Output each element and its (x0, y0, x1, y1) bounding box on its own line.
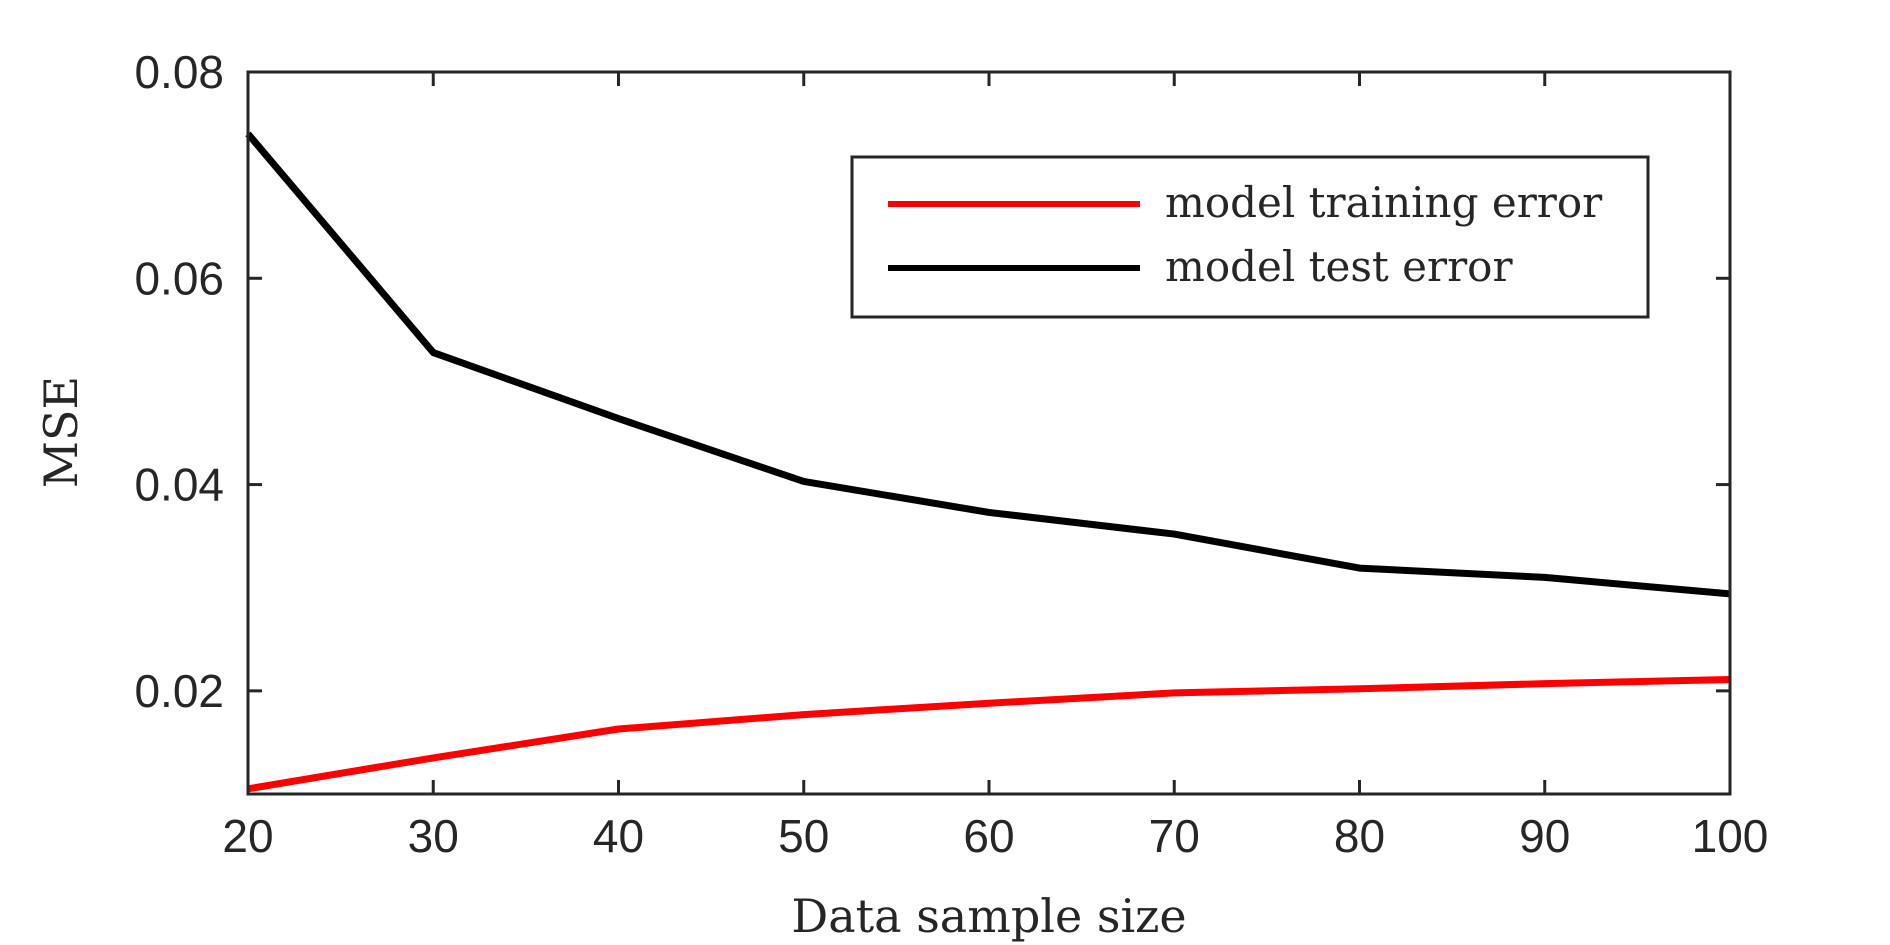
x-tick-label: 90 (1519, 810, 1570, 862)
legend: model training error model test error (850, 155, 1650, 319)
x-tick-label: 100 (1692, 810, 1769, 862)
y-tick-label: 0.08 (134, 46, 224, 98)
legend-box (850, 155, 1650, 319)
plot-area-frame (246, 70, 1732, 796)
x-axis-title: Data sample size (791, 889, 1186, 943)
legend-label-test: model test error (1165, 242, 1513, 291)
legend-label-training: model training error (1165, 178, 1603, 227)
x-tick-label: 30 (408, 810, 459, 862)
x-tick-label: 50 (778, 810, 829, 862)
x-tick-label: 80 (1334, 810, 1385, 862)
series-line-test (245, 131, 1731, 598)
x-tick-label: 40 (593, 810, 644, 862)
series-layer (245, 131, 1731, 793)
x-tick-label: 70 (1149, 810, 1200, 862)
x-tick-label: 60 (963, 810, 1014, 862)
y-tick-label: 0.02 (134, 665, 224, 717)
ticks-layer: 20 30 40 50 60 70 80 90 100 0.02 0.04 0.06 0.08 (134, 46, 1768, 862)
series-line-training (247, 676, 1731, 793)
y-tick-label: 0.06 (134, 252, 224, 304)
x-tick-label: 20 (222, 810, 273, 862)
y-axis-title: MSE (34, 376, 88, 488)
y-tick-label: 0.04 (134, 459, 224, 511)
